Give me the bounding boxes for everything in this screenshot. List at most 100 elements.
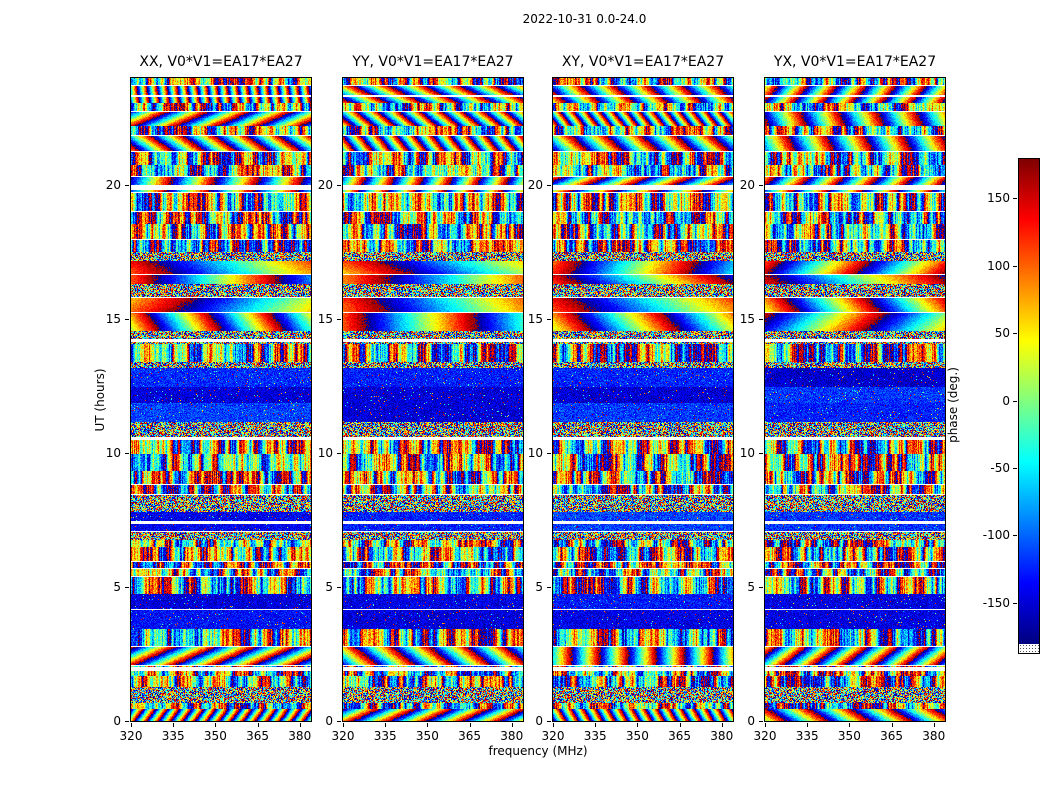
x-tick-label: 380 [922,729,946,743]
x-tick-label: 335 [161,729,185,743]
panel-yy: YY, V0*V1=EA17*EA27 320 335 350 365 380 20 15 10… [318,54,524,743]
x-tick-label: 335 [583,729,607,743]
y-tick-label: 5 [535,580,543,595]
x-tick-mark [343,723,344,727]
x-tick-mark [891,723,893,727]
y-tick-mark [337,319,341,321]
y-tick-mark [337,453,341,455]
heatmap-canvas-yx [765,78,945,721]
y-tick-label: 20 [527,178,543,193]
x-tick-mark [849,723,851,727]
x-tick-mark [299,723,301,727]
x-tick-label: 350 [625,729,649,743]
x-tick-label: 350 [203,729,227,743]
y-tick-mark [125,185,129,187]
panel-title-xy: XY, V0*V1=EA17*EA27 [561,54,725,70]
x-tick-mark [469,723,471,727]
y-tick-mark [759,319,763,321]
y-tick-label: 5 [113,580,121,595]
x-tick-label: 320 [331,729,355,743]
y-tick-mark [125,453,129,455]
x-tick-label: 365 [458,729,482,743]
colorbar-tick-mark [1013,535,1017,537]
x-tick-mark [257,723,259,727]
colorbar-tick-label: -150 [982,595,1010,610]
colorbar-label: phase (deg.) [946,367,960,443]
panel-yx: YX, V0*V1=EA17*EA27 320 335 350 365 380 20 15 10… [740,54,946,743]
x-tick-mark [679,723,681,727]
y-tick-mark [337,185,341,187]
colorbar-tick-mark [1013,400,1017,402]
colorbar-tick-label: 0 [1002,393,1010,408]
colorbar-tick-mark [1013,467,1017,469]
panel-xy: XY, V0*V1=EA17*EA27 320 335 350 365 380 20 15 10… [528,54,734,743]
x-tick-mark [595,723,597,727]
y-tick-mark [125,721,129,722]
y-tick-label: 0 [113,714,121,728]
y-tick-label: 15 [105,312,121,327]
y-tick-mark [547,587,551,589]
x-tick-label: 320 [541,729,565,743]
x-tick-mark [933,723,935,727]
x-tick-mark [385,723,387,727]
colorbar-tick-label: -100 [982,528,1010,543]
figure-title: 2022-10-31 0.0-24.0 [522,12,647,26]
heatmap-canvas-yy [343,78,523,721]
y-tick-label: 0 [325,714,333,728]
x-tick-mark [637,723,639,727]
x-tick-label: 365 [668,729,692,743]
x-tick-label: 335 [373,729,397,743]
x-tick-label: 335 [795,729,819,743]
x-tick-mark [427,723,429,727]
y-tick-label: 15 [317,312,333,327]
colorbar-tick-label: 150 [987,191,1010,206]
x-tick-label: 365 [880,729,904,743]
x-tick-mark [131,723,132,727]
x-tick-mark [807,723,809,727]
panel-title-yx: YX, V0*V1=EA17*EA27 [773,54,937,70]
x-tick-mark [765,723,766,727]
x-tick-label: 380 [710,729,734,743]
x-tick-label: 320 [753,729,777,743]
colorbar-tick-mark [1013,265,1017,267]
colorbar-tick-label: 100 [987,258,1010,273]
x-tick-label: 320 [119,729,143,743]
y-tick-label: 20 [739,178,755,193]
y-tick-mark [547,319,551,321]
x-axis-label: frequency (MHz) [488,744,588,758]
y-tick-mark [125,587,129,589]
y-tick-label: 10 [739,446,755,461]
colorbar [1018,158,1040,654]
colorbar-tick-mark [1013,602,1017,604]
y-tick-mark [337,721,341,722]
colorbar-tick-label: -50 [990,460,1010,475]
x-tick-mark [721,723,723,727]
heatmap-canvas-xx [131,78,311,721]
colorbar-tick-label: 50 [994,326,1010,341]
x-tick-label: 380 [500,729,524,743]
y-tick-label: 10 [105,446,121,461]
x-tick-mark [173,723,175,727]
y-tick-label: 0 [747,714,755,728]
y-tick-mark [759,721,763,722]
heatmap-canvas-xy [553,78,733,721]
y-tick-label: 20 [317,178,333,193]
y-tick-label: 5 [747,580,755,595]
y-tick-mark [547,185,551,187]
x-tick-label: 365 [246,729,270,743]
y-tick-label: 15 [527,312,543,327]
y-tick-label: 0 [535,714,543,728]
x-tick-label: 350 [415,729,439,743]
y-tick-label: 10 [527,446,543,461]
y-tick-mark [759,587,763,589]
y-tick-label: 5 [325,580,333,595]
y-tick-mark [547,453,551,455]
x-tick-label: 350 [837,729,861,743]
panel-title-xx: XX, V0*V1=EA17*EA27 [139,54,303,70]
panel-title-yy: YY, V0*V1=EA17*EA27 [352,54,514,70]
colorbar-masked-swatch [1019,644,1039,653]
panel-xx: XX, V0*V1=EA17*EA27 320 335 350 365 380 20 15 10… [106,54,312,743]
x-tick-label: 380 [288,729,312,743]
y-axis-label: UT (hours) [93,368,107,432]
